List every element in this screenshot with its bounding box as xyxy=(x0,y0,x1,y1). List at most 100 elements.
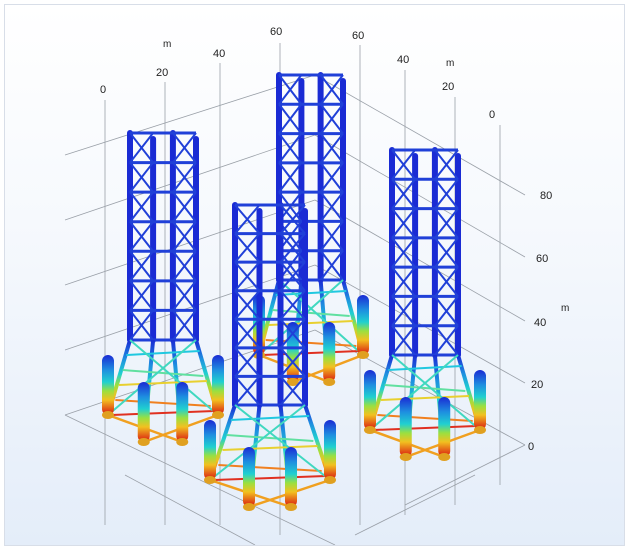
y-tick-0: 0 xyxy=(489,109,495,121)
pile xyxy=(324,420,336,480)
lower-brace xyxy=(262,350,360,356)
x-brace xyxy=(234,318,261,349)
pile-foot xyxy=(357,351,369,359)
lower-brace xyxy=(373,425,477,431)
grid-line xyxy=(404,444,526,506)
z-tick-0: 0 xyxy=(528,441,534,453)
grid-line xyxy=(124,474,256,545)
x-brace xyxy=(391,325,416,356)
diagonal-brace xyxy=(234,404,331,481)
x-brace xyxy=(278,103,303,135)
3d-scene[interactable]: 0 20 40 60 m 60 40 20 0 m 80 60 40 20 0 … xyxy=(5,5,625,546)
grid-line xyxy=(314,264,526,384)
x-brace xyxy=(172,250,197,282)
jacket-tower-back-middle xyxy=(253,72,369,386)
lower-brace xyxy=(111,410,215,416)
x-brace xyxy=(279,204,306,235)
lower-brace xyxy=(214,475,326,481)
lower-brace xyxy=(377,414,473,422)
jacket-tower-back-left xyxy=(102,130,224,446)
x-brace xyxy=(434,266,459,298)
z-tick-40: 40 xyxy=(534,317,546,329)
jacket-structures xyxy=(102,72,486,511)
lower-brace xyxy=(275,290,347,296)
pile xyxy=(204,420,216,480)
z-tick-80: 80 xyxy=(540,190,552,202)
x-brace xyxy=(172,161,197,193)
x-brace xyxy=(279,347,306,378)
x-brace xyxy=(234,204,261,235)
pile-foot xyxy=(285,503,297,511)
pile xyxy=(176,382,189,442)
pile-foot xyxy=(204,476,216,484)
x-brace xyxy=(279,318,306,349)
diagonal-brace xyxy=(278,279,364,356)
x-brace xyxy=(129,309,154,341)
x-brace xyxy=(129,132,154,164)
lower-brace xyxy=(226,434,314,442)
pile-foot xyxy=(399,453,412,461)
x-brace xyxy=(279,232,306,263)
x-brace xyxy=(391,149,416,180)
pile-foot xyxy=(364,426,376,434)
grid-line xyxy=(64,414,336,545)
diagonal-brace xyxy=(258,279,344,356)
pile-foot xyxy=(137,438,150,446)
x-tick-60: 60 xyxy=(270,26,282,38)
pile-foot xyxy=(324,476,336,484)
grid-line xyxy=(314,199,526,322)
x-tick-0: 0 xyxy=(100,84,106,96)
pile xyxy=(323,322,336,382)
x-brace xyxy=(234,347,261,378)
diagonal-brace xyxy=(107,339,197,416)
x-brace xyxy=(434,149,459,180)
x-brace xyxy=(434,207,459,239)
jacket-tower-right xyxy=(364,147,486,461)
pile-foot xyxy=(438,453,451,461)
pile xyxy=(243,447,255,507)
pile-foot xyxy=(323,378,336,386)
x-brace xyxy=(172,280,197,312)
lower-brace xyxy=(230,415,310,421)
pile xyxy=(102,355,114,415)
pile-foot xyxy=(286,378,299,386)
x-brace xyxy=(172,191,197,223)
x-brace xyxy=(434,295,459,327)
y-tick-60: 60 xyxy=(352,30,364,42)
lower-brace xyxy=(218,464,322,472)
x-brace xyxy=(279,290,306,320)
grid-line xyxy=(314,74,526,196)
pile xyxy=(137,382,150,442)
diagonal-brace xyxy=(369,354,459,431)
graphics-viewport[interactable]: 0 20 40 60 m 60 40 20 0 m 80 60 40 20 0 … xyxy=(4,4,625,546)
pile xyxy=(399,397,412,457)
x-brace xyxy=(172,132,197,164)
x-brace xyxy=(172,309,197,341)
pile xyxy=(474,370,486,430)
x-axis-unit: m xyxy=(163,39,171,50)
pile xyxy=(438,397,451,457)
grid-line xyxy=(64,134,316,221)
x-brace xyxy=(129,191,154,223)
x-brace xyxy=(279,375,306,406)
x-brace xyxy=(434,178,459,210)
grid-line xyxy=(64,74,316,156)
x-brace xyxy=(129,221,154,252)
z-tick-20: 20 xyxy=(531,379,543,391)
lower-brace xyxy=(222,445,318,451)
x-brace xyxy=(278,162,303,193)
x-brace xyxy=(279,261,306,292)
pile xyxy=(357,295,369,355)
x-brace xyxy=(234,290,261,320)
x-brace xyxy=(391,266,416,298)
pile-foot xyxy=(212,411,224,419)
x-brace xyxy=(319,74,344,105)
pile-foot xyxy=(474,426,486,434)
x-brace xyxy=(434,325,459,356)
jacket-tower-front xyxy=(204,202,336,511)
x-brace xyxy=(129,161,154,193)
lower-brace xyxy=(126,350,200,356)
x-brace xyxy=(129,250,154,282)
x-tick-40: 40 xyxy=(213,48,225,60)
y-tick-40: 40 xyxy=(397,54,409,66)
